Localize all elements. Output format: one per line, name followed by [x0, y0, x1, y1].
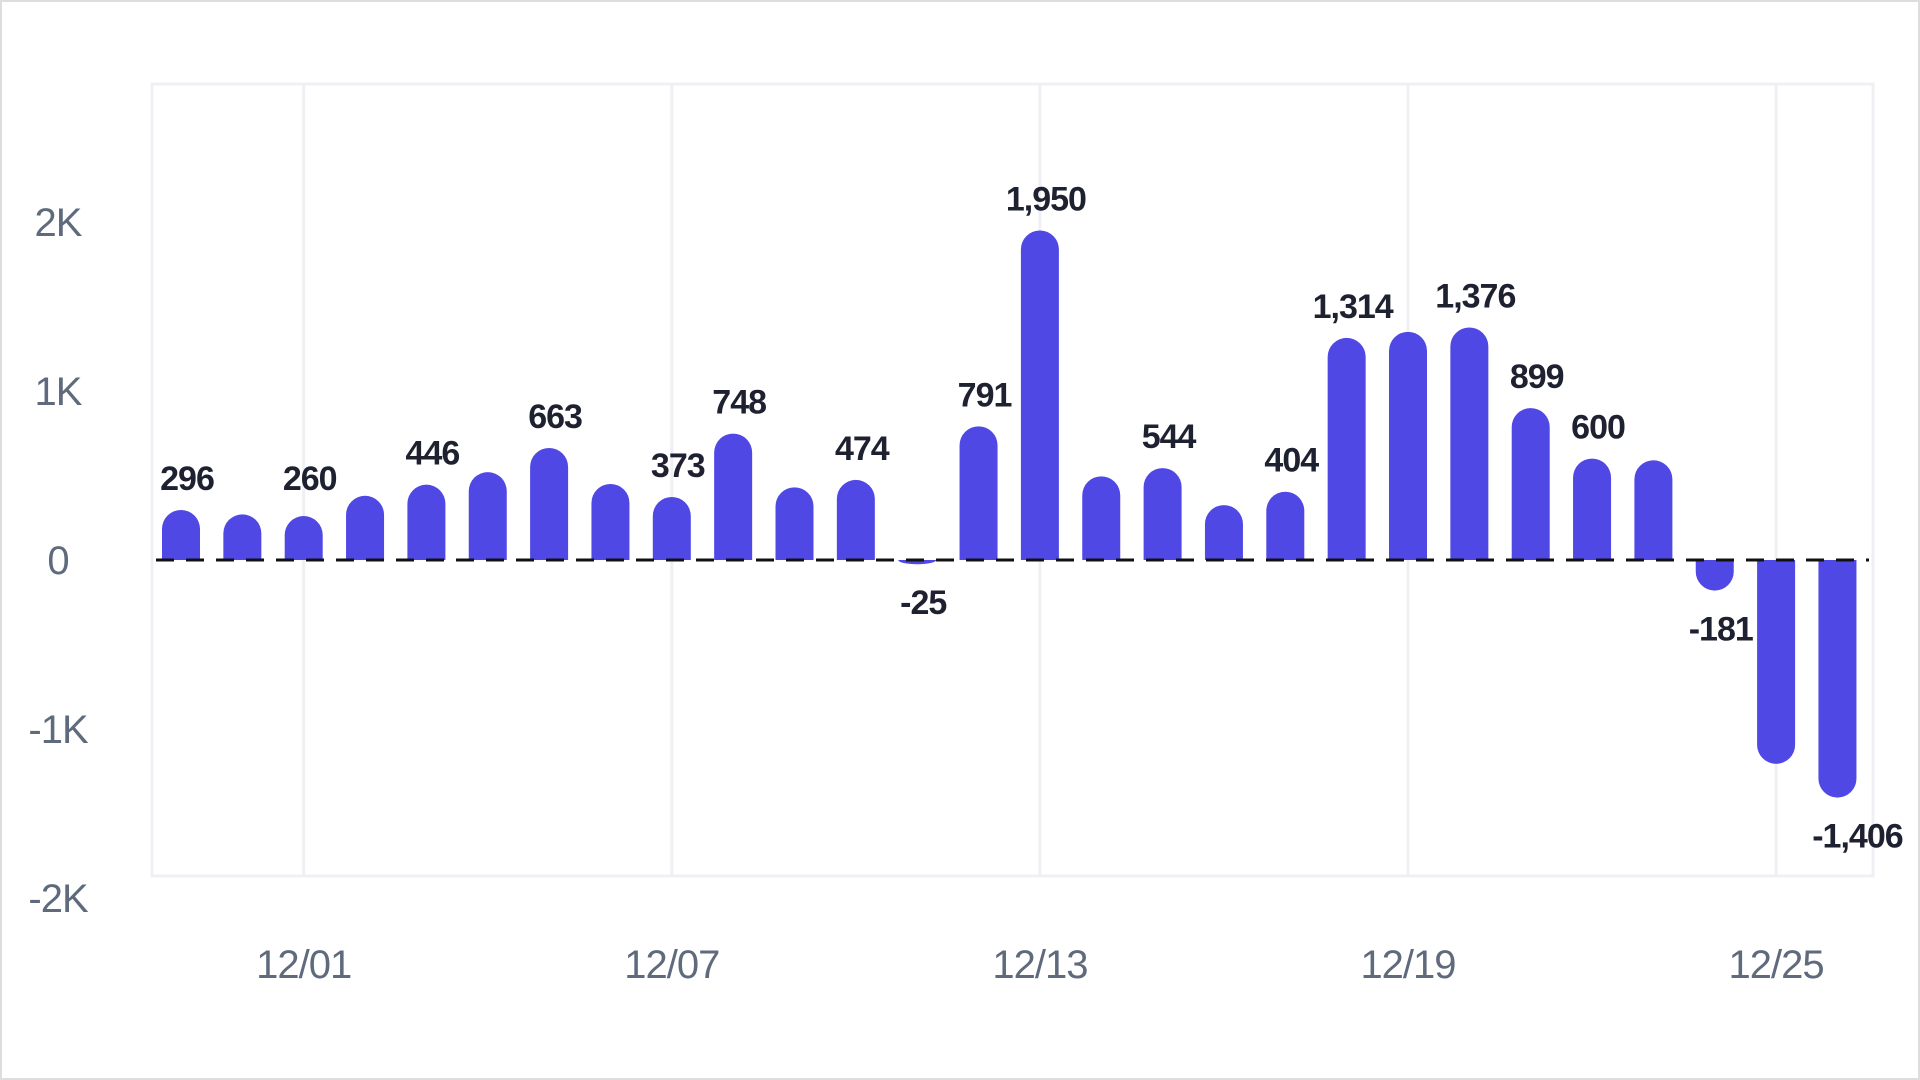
- data-label: -25: [900, 584, 946, 622]
- data-label: 446: [406, 435, 460, 473]
- bar: [1082, 476, 1121, 560]
- grid-lines: [150, 82, 1875, 878]
- x-tick-label: 12/19: [1360, 943, 1455, 987]
- x-tick-label: 12/13: [992, 943, 1087, 987]
- bar: [591, 483, 630, 560]
- data-label: -181: [1689, 611, 1753, 649]
- bar: [652, 496, 691, 560]
- bar: [1389, 331, 1427, 560]
- data-label: 748: [712, 384, 766, 422]
- plot-area-border: [150, 82, 1875, 878]
- bar: [1450, 327, 1489, 560]
- data-label: 1,314: [1313, 288, 1394, 326]
- bar: [775, 487, 814, 560]
- y-tick-label: 2K: [35, 201, 83, 245]
- bar: [836, 479, 875, 560]
- y-tick-label: 1K: [35, 370, 83, 414]
- bar: [1327, 337, 1366, 560]
- data-label: 404: [1264, 442, 1319, 480]
- bar: [959, 426, 998, 560]
- bar: [162, 509, 200, 560]
- bar: [1757, 560, 1796, 764]
- data-label: 1,376: [1435, 277, 1515, 315]
- y-axis: 2K 1K 0 -1K -2K: [28, 201, 90, 921]
- bar: [1573, 458, 1612, 560]
- bar: [1020, 230, 1059, 560]
- bar: [714, 433, 753, 560]
- x-axis: 12/01 12/07 12/13 12/19 12/25: [256, 943, 1825, 987]
- bar: [1143, 468, 1182, 560]
- bar: [1266, 491, 1305, 560]
- bar: [1204, 505, 1243, 560]
- bar: [468, 472, 507, 560]
- bar: [284, 516, 323, 560]
- bar: [223, 514, 262, 560]
- x-tick-label: 12/01: [256, 943, 351, 987]
- data-label: 474: [835, 430, 890, 468]
- bar: [346, 495, 385, 560]
- data-label: 899: [1510, 358, 1564, 396]
- bar: [1511, 408, 1550, 560]
- data-label: 1,950: [1006, 180, 1086, 218]
- data-label: 373: [651, 447, 705, 485]
- y-tick-label: 0: [47, 539, 68, 583]
- y-tick-label: -1K: [28, 708, 89, 752]
- x-tick-label: 12/07: [624, 943, 719, 987]
- data-label: 544: [1142, 418, 1197, 456]
- data-label: 791: [958, 376, 1012, 414]
- data-label: 260: [283, 460, 337, 498]
- data-label: -1,406: [1812, 818, 1902, 856]
- data-label: 600: [1571, 409, 1625, 447]
- bar: [1634, 460, 1673, 560]
- bar: [530, 447, 569, 560]
- bar: [1695, 560, 1734, 591]
- y-tick-label: -2K: [28, 877, 89, 921]
- bars: [162, 230, 1857, 798]
- bar: [1818, 560, 1857, 798]
- bar: [407, 484, 446, 560]
- data-label: 296: [160, 460, 214, 498]
- data-label: 663: [528, 398, 582, 436]
- x-tick-label: 12/25: [1729, 943, 1824, 987]
